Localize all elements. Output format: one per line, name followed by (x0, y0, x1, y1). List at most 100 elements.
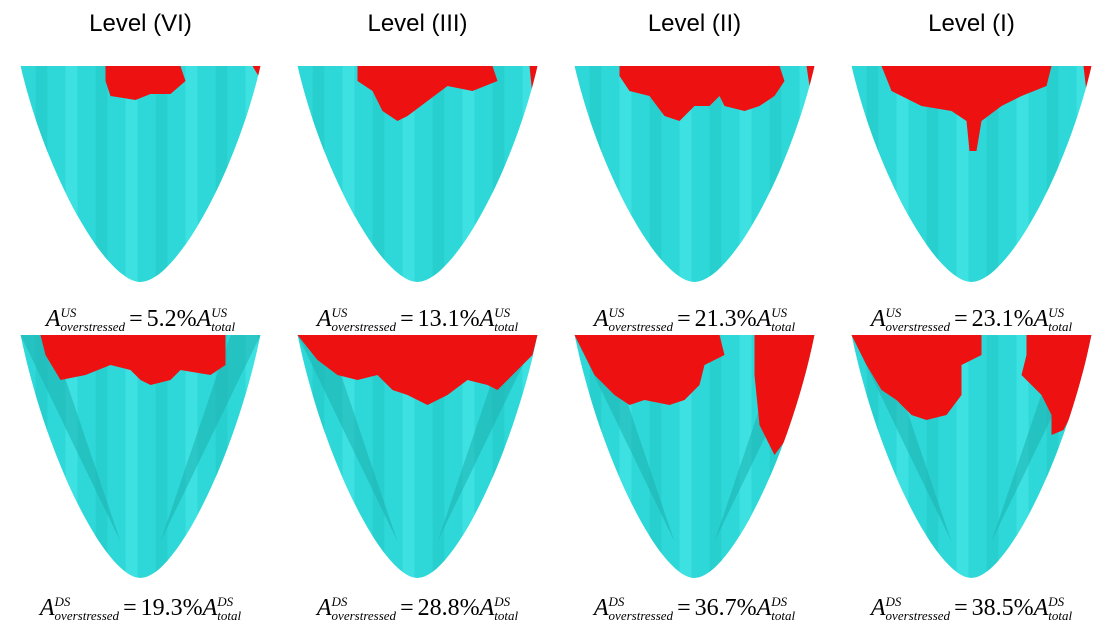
mesh-band (246, 66, 258, 282)
subscript: overstressed (609, 609, 674, 623)
scripts: DSoverstressed (609, 595, 674, 623)
relation: = (129, 306, 143, 332)
percent: 19.3% (141, 595, 203, 621)
relation: = (400, 595, 414, 621)
relation: = (677, 595, 691, 621)
percent: 28.8% (418, 595, 480, 621)
percent: 23.1% (972, 306, 1034, 332)
mesh-band (620, 66, 632, 282)
symbol: A (871, 595, 886, 621)
subscript: total (1048, 320, 1072, 334)
superscript: DS (217, 595, 241, 609)
mesh-band (96, 335, 108, 578)
column-title: Level (I) (833, 10, 1110, 38)
relation: = (123, 595, 137, 621)
percent: 36.7% (695, 595, 757, 621)
equation: ADSoverstressed=36.7%ADStotal (556, 595, 833, 623)
percent: 5.2% (147, 306, 197, 332)
superscript: US (494, 306, 518, 320)
dam-panel (298, 335, 538, 578)
mesh-band (463, 66, 475, 282)
subscript: overstressed (332, 609, 397, 623)
mesh-band (96, 66, 108, 282)
percent: 21.3% (695, 306, 757, 332)
superscript: US (771, 306, 795, 320)
dam-panel (575, 66, 815, 282)
relation: = (954, 306, 968, 332)
mesh-band (770, 66, 782, 282)
scripts: DSoverstressed (886, 595, 951, 623)
symbol: A (1034, 595, 1049, 621)
dam-panel (21, 66, 261, 282)
mesh-band (313, 66, 325, 282)
mesh-band (186, 66, 198, 282)
mesh-band (800, 66, 812, 282)
dam-panel (852, 335, 1092, 578)
dam-panel (575, 335, 815, 578)
subscript: overstressed (55, 609, 120, 623)
symbol: A (317, 595, 332, 621)
scripts: DStotal (217, 595, 241, 623)
subscript: total (771, 609, 795, 623)
mesh-band (216, 66, 228, 282)
mesh-band (867, 66, 879, 282)
mesh-band (1077, 66, 1089, 282)
symbol: A (757, 595, 772, 621)
dam-panel (21, 335, 261, 578)
symbol: A (871, 306, 886, 332)
mesh-band (343, 66, 355, 282)
symbol: A (46, 306, 61, 332)
mesh-band (36, 66, 48, 282)
superscript: DS (55, 595, 120, 609)
subscript: overstressed (61, 320, 126, 334)
superscript: DS (609, 595, 674, 609)
superscript: DS (494, 595, 518, 609)
symbol: A (594, 306, 609, 332)
mesh-band (1017, 66, 1029, 282)
subscript: total (771, 320, 795, 334)
superscript: US (609, 306, 674, 320)
scripts: USoverstressed (61, 306, 126, 334)
symbol: A (197, 306, 212, 332)
equation: ADSoverstressed=28.8%ADStotal (279, 595, 556, 623)
scripts: USoverstressed (332, 306, 397, 334)
mesh-band (710, 335, 722, 578)
symbol: A (594, 595, 609, 621)
mesh-band (156, 66, 168, 282)
symbol: A (40, 595, 55, 621)
superscript: US (332, 306, 397, 320)
subscript: total (494, 609, 518, 623)
subscript: overstressed (332, 320, 397, 334)
subscript: total (217, 609, 241, 623)
superscript: US (211, 306, 235, 320)
symbol: A (203, 595, 218, 621)
subscript: overstressed (886, 320, 951, 334)
mesh-band (493, 66, 505, 282)
mesh-band (246, 335, 258, 578)
mesh-band (523, 66, 535, 282)
relation: = (954, 595, 968, 621)
superscript: US (886, 306, 951, 320)
symbol: A (480, 595, 495, 621)
percent: 38.5% (972, 595, 1034, 621)
figure: Level (VI)AUSoverstressed=5.2%AUStotalAD… (0, 0, 1110, 639)
subscript: total (211, 320, 235, 334)
subscript: overstressed (886, 609, 951, 623)
subscript: total (1048, 609, 1072, 623)
scripts: DStotal (771, 595, 795, 623)
relation: = (677, 306, 691, 332)
mesh-band (433, 66, 445, 282)
equation: AUSoverstressed=23.1%AUStotal (833, 306, 1110, 334)
superscript: US (61, 306, 126, 320)
